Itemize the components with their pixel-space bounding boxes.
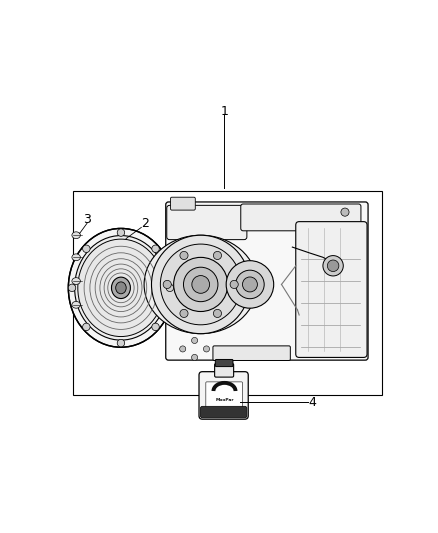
Ellipse shape	[152, 235, 250, 334]
Ellipse shape	[72, 232, 81, 239]
Ellipse shape	[83, 323, 90, 330]
Ellipse shape	[117, 340, 125, 347]
Text: 1: 1	[221, 105, 228, 118]
Circle shape	[236, 270, 264, 298]
Circle shape	[203, 346, 209, 352]
FancyBboxPatch shape	[166, 202, 368, 360]
FancyBboxPatch shape	[200, 406, 247, 418]
FancyBboxPatch shape	[206, 382, 243, 408]
Text: 4: 4	[309, 395, 317, 409]
Ellipse shape	[68, 284, 76, 292]
Ellipse shape	[166, 284, 173, 292]
Ellipse shape	[152, 245, 159, 253]
Ellipse shape	[72, 278, 81, 285]
Circle shape	[243, 277, 258, 292]
Circle shape	[180, 309, 188, 318]
Ellipse shape	[72, 302, 81, 308]
Circle shape	[173, 257, 228, 311]
FancyBboxPatch shape	[167, 205, 247, 240]
Circle shape	[184, 267, 218, 302]
Text: 2: 2	[141, 217, 148, 230]
Circle shape	[180, 252, 188, 260]
Circle shape	[341, 208, 349, 216]
Ellipse shape	[117, 229, 125, 236]
Circle shape	[323, 256, 343, 276]
Ellipse shape	[144, 235, 257, 334]
Ellipse shape	[83, 245, 90, 253]
FancyBboxPatch shape	[199, 372, 248, 419]
FancyBboxPatch shape	[296, 222, 367, 358]
Circle shape	[213, 252, 222, 260]
Ellipse shape	[116, 282, 126, 294]
Circle shape	[327, 260, 339, 271]
FancyBboxPatch shape	[241, 204, 361, 231]
Ellipse shape	[112, 277, 131, 298]
Circle shape	[191, 337, 198, 343]
FancyBboxPatch shape	[215, 359, 233, 367]
Circle shape	[163, 280, 171, 288]
Ellipse shape	[160, 244, 241, 325]
Circle shape	[192, 276, 209, 293]
Text: MooPar: MooPar	[215, 398, 234, 401]
Circle shape	[230, 280, 238, 288]
Ellipse shape	[74, 236, 167, 340]
Ellipse shape	[72, 254, 81, 261]
Ellipse shape	[68, 229, 173, 347]
Bar	[74, 191, 382, 395]
FancyBboxPatch shape	[213, 346, 290, 360]
Circle shape	[191, 354, 198, 360]
Circle shape	[180, 346, 186, 352]
Text: 3: 3	[83, 213, 91, 227]
Ellipse shape	[152, 323, 159, 330]
FancyBboxPatch shape	[170, 197, 195, 210]
FancyBboxPatch shape	[215, 364, 233, 377]
Circle shape	[226, 261, 274, 308]
Ellipse shape	[78, 239, 164, 336]
Circle shape	[213, 309, 222, 318]
